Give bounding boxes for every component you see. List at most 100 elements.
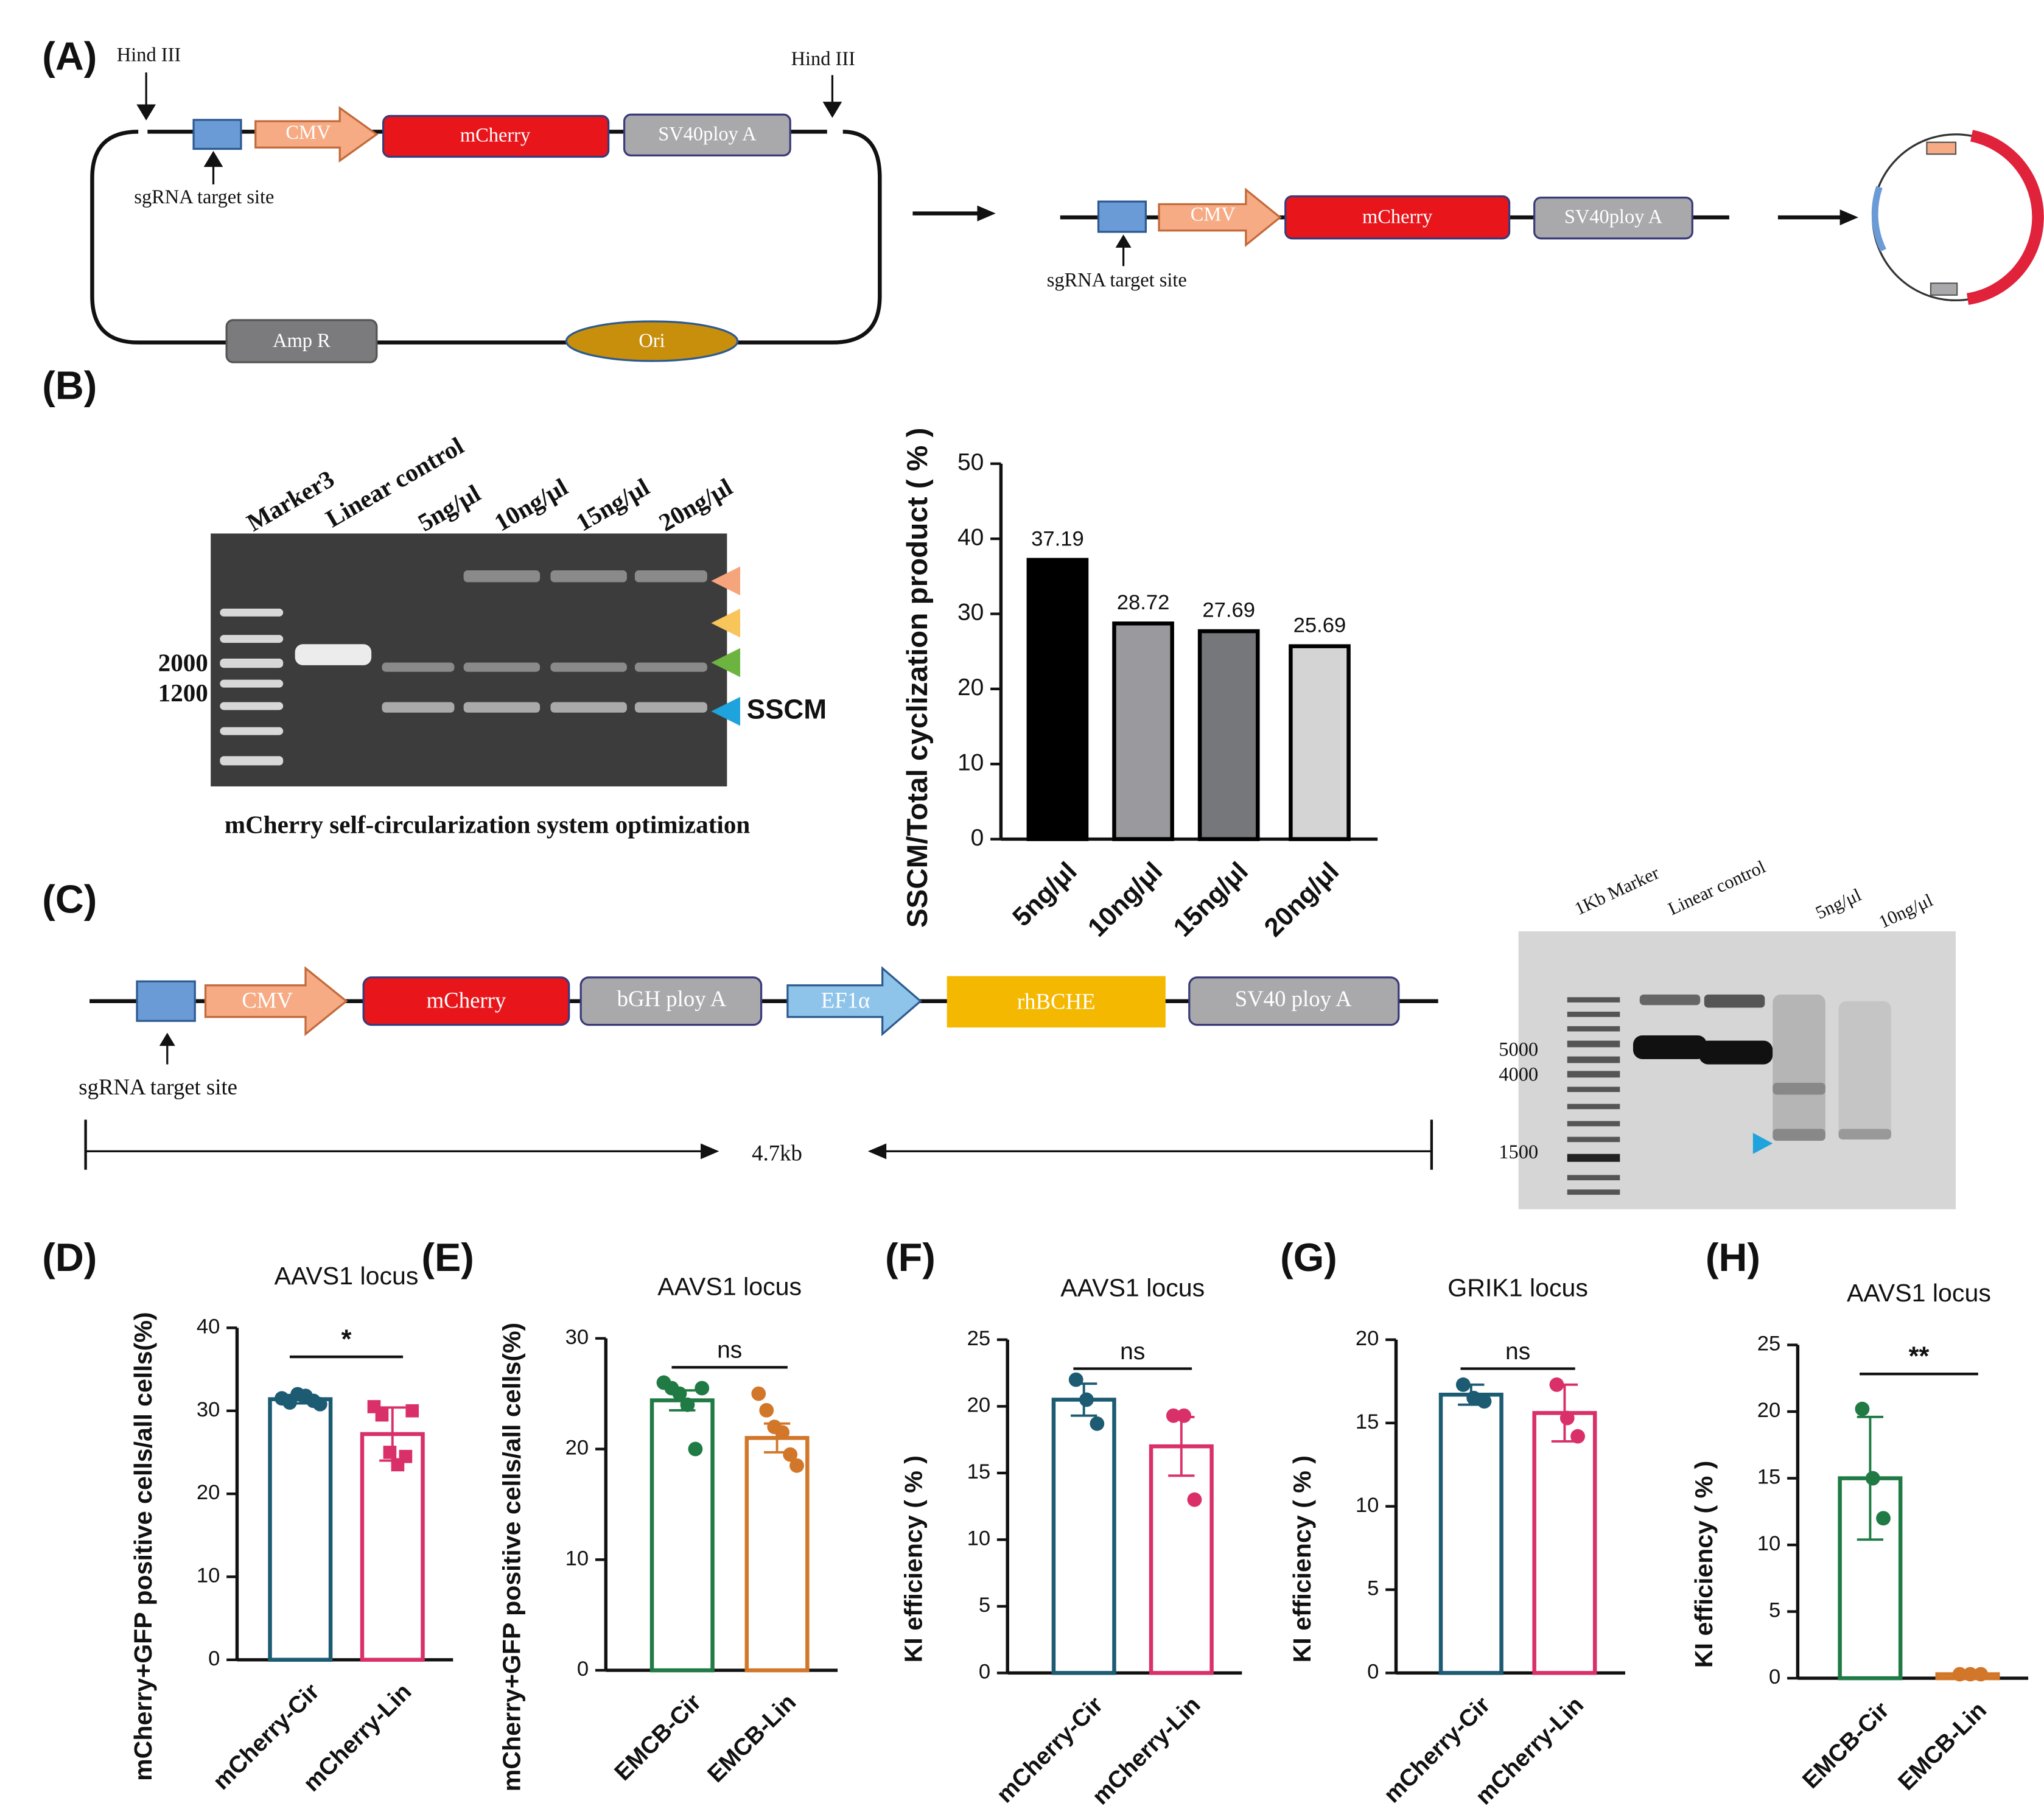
plasmid-arrows (136, 72, 842, 184)
bar (268, 1397, 333, 1662)
marker-label: 5000 (1499, 1038, 1538, 1060)
y-tick-label: 0 (1367, 1661, 1379, 1684)
element-label: mCherry (460, 125, 531, 147)
y-tick-label: 20 (957, 674, 984, 701)
data-point (312, 1396, 327, 1412)
chart-title: AAVS1 locus (275, 1262, 419, 1290)
chart-title: AAVS1 locus (1060, 1274, 1205, 1302)
panel-label: (H) (1706, 1235, 1760, 1279)
y-tick-label: 5 (1769, 1599, 1780, 1622)
bar (649, 1398, 715, 1673)
smear (1773, 994, 1825, 1139)
lane-label: 10ng/μl (1875, 889, 1936, 932)
y-tick-label: 20 (967, 1394, 990, 1417)
data-point (383, 1446, 397, 1459)
bar (1438, 1392, 1503, 1675)
data-point (1559, 1410, 1575, 1426)
data-point (1876, 1511, 1891, 1526)
target-box (192, 119, 242, 150)
y-tick-label: 20 (565, 1437, 589, 1460)
band-arrow (711, 608, 740, 638)
band-arrow (711, 648, 740, 677)
error-bar (758, 1422, 796, 1454)
y-tick-label: 20 (197, 1481, 220, 1504)
band-arrow (711, 566, 740, 596)
data-point (672, 1386, 687, 1401)
bar (1026, 558, 1089, 841)
data-point (1570, 1429, 1585, 1444)
bar (1532, 1411, 1597, 1675)
data-point (375, 1408, 389, 1422)
element-label: SV40ploy A (1564, 206, 1663, 228)
sv40-box (623, 113, 791, 156)
arrow-head (1839, 209, 1858, 226)
y-tick-label: 0 (971, 825, 984, 851)
bar (1289, 644, 1351, 841)
sample-bands (382, 570, 707, 713)
lane-label: 5ng/μl (1812, 884, 1864, 923)
marker-bands (220, 608, 284, 766)
data-point (1177, 1408, 1192, 1423)
value-label: 25.69 (1293, 614, 1346, 637)
cmv-arrow (1158, 187, 1282, 247)
x-tick-label: EMCB-Cir (609, 1689, 706, 1786)
data-point (1952, 1667, 1967, 1682)
band-arrow (711, 696, 740, 726)
lane-label: 15ng/μl (571, 472, 654, 536)
element-label: mCherry (1362, 206, 1433, 228)
panel-label: (B) (42, 363, 97, 408)
target-box (1097, 200, 1147, 233)
bar (744, 1436, 810, 1673)
data-point (1477, 1394, 1492, 1409)
value-label: 37.19 (1031, 527, 1084, 550)
plasmid-elements (192, 106, 791, 363)
y-tick-label: 15 (1757, 1466, 1780, 1489)
band (1773, 1082, 1825, 1095)
y-tick-label: 50 (957, 449, 984, 475)
length-label: 4.7kb (752, 1140, 802, 1165)
data-point (688, 1441, 703, 1457)
bar (1149, 1444, 1214, 1675)
significance-label: ** (1909, 1342, 1930, 1371)
linear-band (295, 644, 372, 665)
data-point (1962, 1667, 1978, 1682)
marker-bands (1567, 997, 1620, 1195)
element-label: Ori (639, 330, 665, 352)
y-tick-label: 15 (1356, 1410, 1379, 1433)
cmv-arrow (204, 966, 348, 1037)
length-scale (84, 1119, 1433, 1170)
chart-title: AAVS1 locus (1847, 1279, 1991, 1307)
mcherry-box (1284, 195, 1511, 240)
y-tick-label: 20 (1356, 1327, 1379, 1350)
y-tick-label: 25 (967, 1327, 990, 1350)
element-label: rhBCHE (1017, 989, 1096, 1013)
significance-label: ns (1120, 1339, 1145, 1365)
gel-caption: mCherry self-circularization system opti… (225, 810, 751, 838)
x-tick-label: EMCB-Lin (1893, 1697, 1992, 1796)
gel-b (211, 533, 740, 786)
band (1838, 1129, 1892, 1139)
site-label: sgRNA target site (1047, 270, 1187, 292)
data-point (759, 1402, 774, 1418)
x-tick-label: EMCB-Cir (1797, 1697, 1894, 1794)
data-point (1079, 1392, 1094, 1407)
marker-label: 1500 (1499, 1141, 1538, 1163)
bar (1051, 1398, 1116, 1675)
cmv-arrow (254, 106, 379, 163)
data-point (1090, 1416, 1105, 1431)
y-tick-label: 10 (957, 749, 984, 775)
band (1773, 1129, 1825, 1141)
y-tick-label: 25 (1757, 1332, 1780, 1356)
site-label: Hind III (117, 44, 181, 66)
significance-label: ns (1505, 1339, 1530, 1365)
data-point (405, 1404, 419, 1418)
y-tick-label: 0 (979, 1661, 990, 1684)
data-point (789, 1458, 804, 1473)
y-axis-label: KI efficiency ( % ) (900, 1455, 928, 1662)
data-point (680, 1397, 695, 1412)
data-point (1455, 1377, 1471, 1392)
element-label: EF1α (821, 987, 870, 1012)
lane-label: 20ng/μl (654, 472, 737, 536)
arrow-head (822, 102, 842, 118)
data-point (1865, 1471, 1880, 1486)
